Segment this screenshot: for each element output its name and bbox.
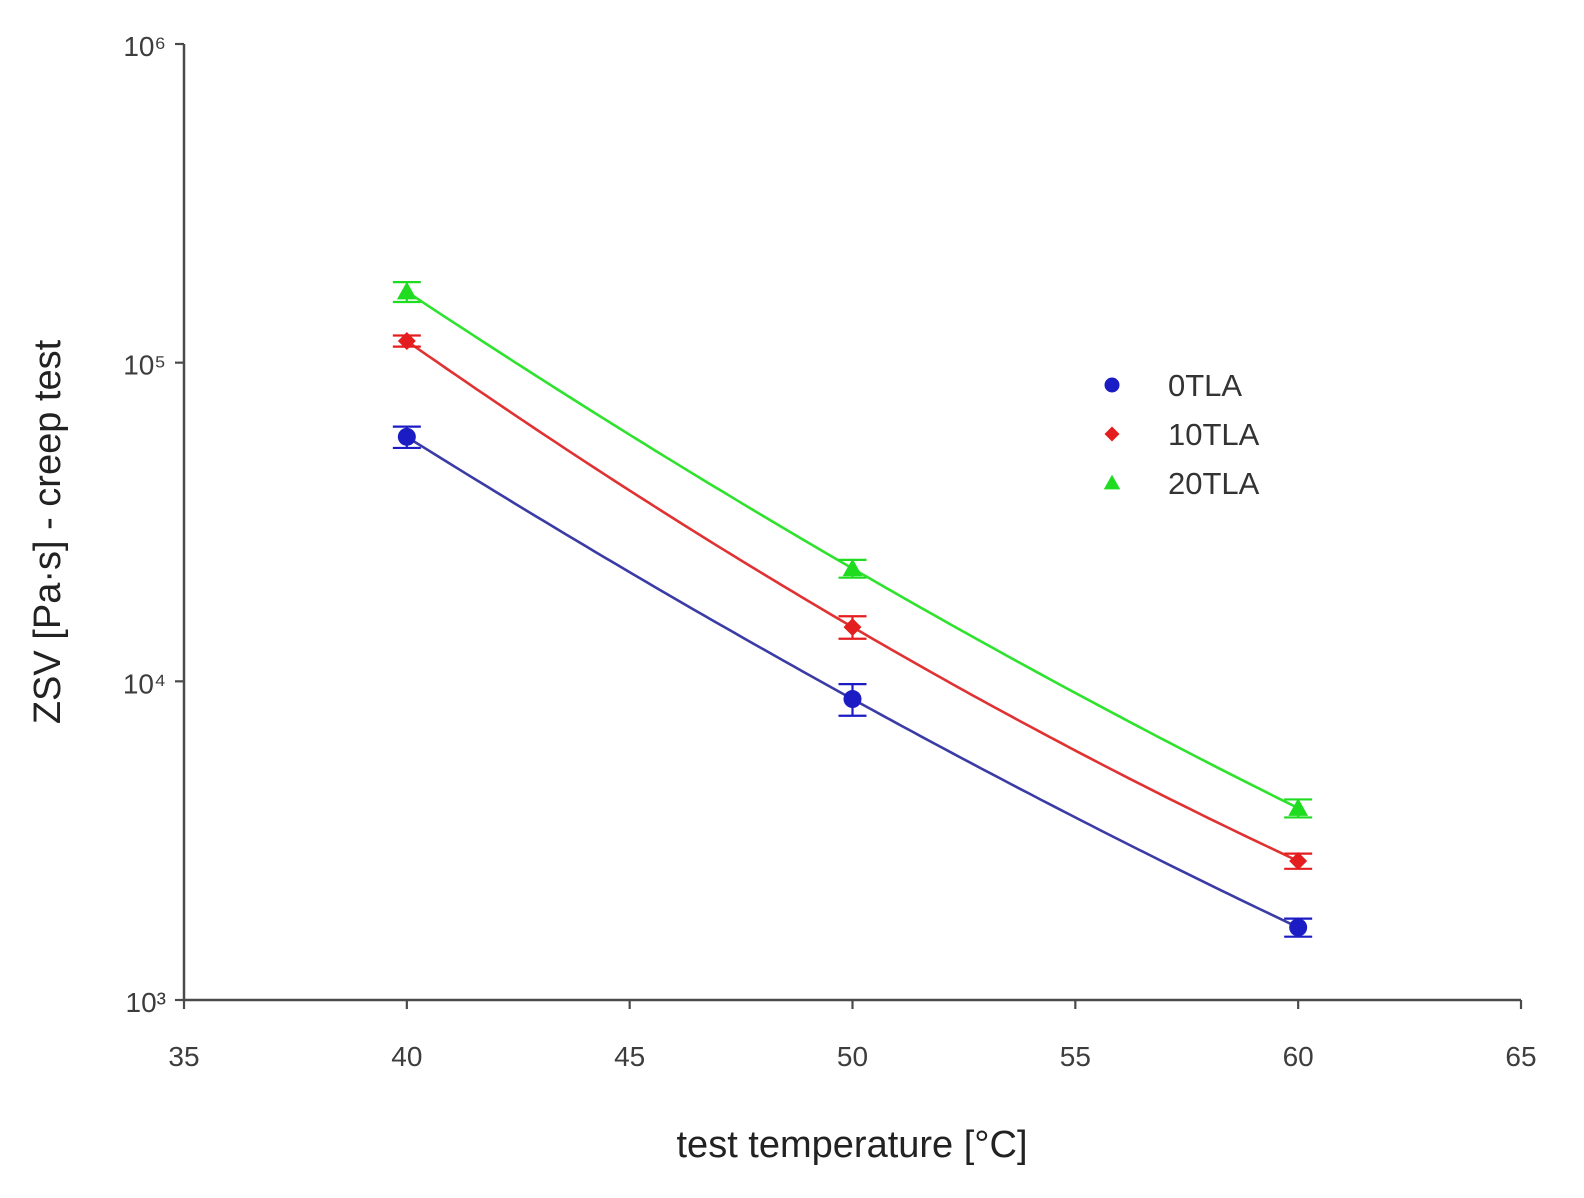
data-point-0tla-50 [843, 690, 862, 709]
y-tick-label: 10³ [126, 987, 166, 1018]
x-tick-label: 35 [168, 1041, 199, 1072]
x-tick-label: 50 [837, 1041, 868, 1072]
y-tick-label: 10⁴ [123, 668, 166, 699]
legend-label-10tla: 10TLA [1168, 417, 1260, 452]
legend-marker-0tla [1104, 377, 1120, 393]
fit-curve-0tla [405, 435, 1300, 929]
data-point-10tla-40 [397, 331, 416, 350]
data-point-20tla-60 [1288, 798, 1309, 816]
fit-curves [405, 290, 1300, 929]
legend-marker-20tla [1103, 474, 1121, 490]
x-tick-label: 65 [1505, 1041, 1536, 1072]
legend-label-0tla: 0TLA [1168, 368, 1242, 403]
fit-curve-10tla [405, 339, 1300, 863]
legend-marker-10tla [1104, 426, 1120, 442]
x-tick-label: 55 [1060, 1041, 1091, 1072]
y-axis-label: ZSV [Pa·s] - creep test [27, 339, 69, 724]
y-tick-label: 10⁵ [123, 350, 166, 381]
x-tick-label: 60 [1283, 1041, 1314, 1072]
legend: 0TLA 10TLA 20TLA [1103, 368, 1260, 501]
x-tick-label: 45 [614, 1041, 645, 1072]
data-point-20tla-50 [842, 558, 863, 577]
axes: 10³ 10⁴ 10⁵ 10⁶ 35 40 45 50 55 60 65 [123, 31, 1537, 1072]
x-axis-label: test temperature [°C] [677, 1124, 1028, 1166]
y-tick-label: 10⁶ [123, 31, 166, 62]
fit-curve-20tla [405, 290, 1300, 810]
legend-label-20tla: 20TLA [1168, 466, 1260, 501]
data-point-10tla-50 [843, 618, 862, 637]
x-tick-label: 40 [391, 1041, 422, 1072]
data-points [396, 281, 1309, 937]
data-point-20tla-40 [396, 281, 417, 300]
data-point-0tla-60 [1289, 918, 1308, 937]
data-point-0tla-40 [397, 427, 416, 446]
data-point-10tla-60 [1289, 852, 1308, 871]
